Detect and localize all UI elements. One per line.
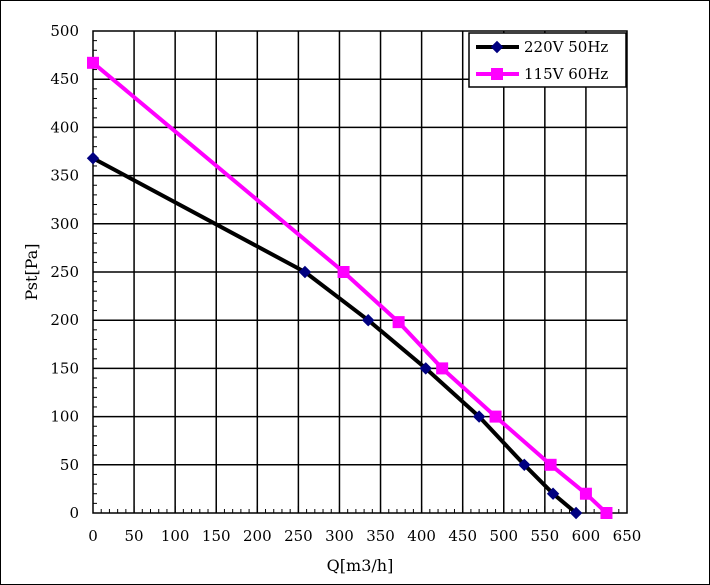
- x-tick-label: 50: [125, 527, 144, 545]
- y-tick-label: 500: [50, 22, 79, 40]
- data-point: [419, 362, 432, 375]
- x-tick-label: 400: [407, 527, 436, 545]
- y-tick-label: 250: [50, 263, 79, 281]
- data-point: [337, 266, 350, 278]
- x-tick-label: 150: [202, 527, 231, 545]
- x-tick-label: 450: [448, 527, 477, 545]
- x-tick-label: 250: [284, 527, 313, 545]
- x-tick-label: 650: [613, 527, 642, 545]
- y-tick-label: 200: [50, 311, 79, 329]
- legend: 220V 50Hz 115V 60Hz: [468, 32, 627, 88]
- data-point: [546, 487, 560, 500]
- data-point: [518, 458, 531, 472]
- y-tick-label: 150: [50, 359, 79, 377]
- y-tick-label: 50: [60, 456, 79, 474]
- y-tick-label: 450: [50, 70, 79, 88]
- x-tick-label: 500: [489, 527, 518, 545]
- series-2: [87, 56, 613, 519]
- x-tick-label: 200: [243, 527, 272, 545]
- y-tick-label: 100: [50, 408, 79, 426]
- x-tick-label: 100: [161, 527, 190, 545]
- y-axis-label: Pst[Pa]: [22, 243, 41, 300]
- x-tick-label: 350: [366, 527, 395, 545]
- x-tick-label: 0: [88, 527, 98, 545]
- data-point: [600, 507, 613, 519]
- legend-label: 115V 60Hz: [524, 65, 608, 83]
- series-1: [86, 152, 583, 520]
- series-line: [92, 156, 578, 515]
- y-tick-label: 0: [69, 504, 79, 522]
- y-tick-label: 400: [50, 118, 79, 136]
- data-point: [569, 506, 583, 520]
- data-point: [579, 487, 592, 500]
- data-point: [86, 152, 100, 165]
- x-tick-label: 550: [531, 527, 560, 545]
- data-point: [491, 68, 503, 80]
- legend-items: 220V 50Hz 115V 60Hz: [476, 38, 608, 83]
- data-point: [544, 458, 557, 471]
- legend-item-2: 115V 60Hz: [476, 65, 608, 83]
- data-point: [87, 56, 99, 69]
- y-tick-label: 350: [50, 167, 79, 185]
- data-point: [392, 316, 405, 329]
- grid: [93, 31, 627, 513]
- legend-label: 220V 50Hz: [524, 38, 608, 56]
- series-layer: [86, 56, 613, 520]
- legend-item-1: 220V 50Hz: [476, 38, 608, 56]
- x-axis-tick-labels: 0 50 100 150 200 250 300 350 400 450 500 550 600 650: [88, 527, 641, 545]
- x-tick-label: 600: [572, 527, 601, 545]
- data-point: [298, 265, 312, 279]
- data-point: [436, 362, 449, 375]
- y-axis-tick-labels: 0 50 100 150 200 250 300 350 400 450 500: [50, 22, 79, 522]
- data-point: [489, 410, 502, 423]
- data-point: [362, 313, 375, 327]
- x-tick-label: 300: [325, 527, 354, 545]
- y-tick-label: 300: [50, 215, 79, 233]
- series-line: [91, 61, 608, 515]
- data-point: [472, 410, 486, 423]
- plot-area-border: [92, 30, 628, 514]
- data-point: [490, 40, 504, 54]
- x-axis-label: Q[m3/h]: [327, 556, 394, 575]
